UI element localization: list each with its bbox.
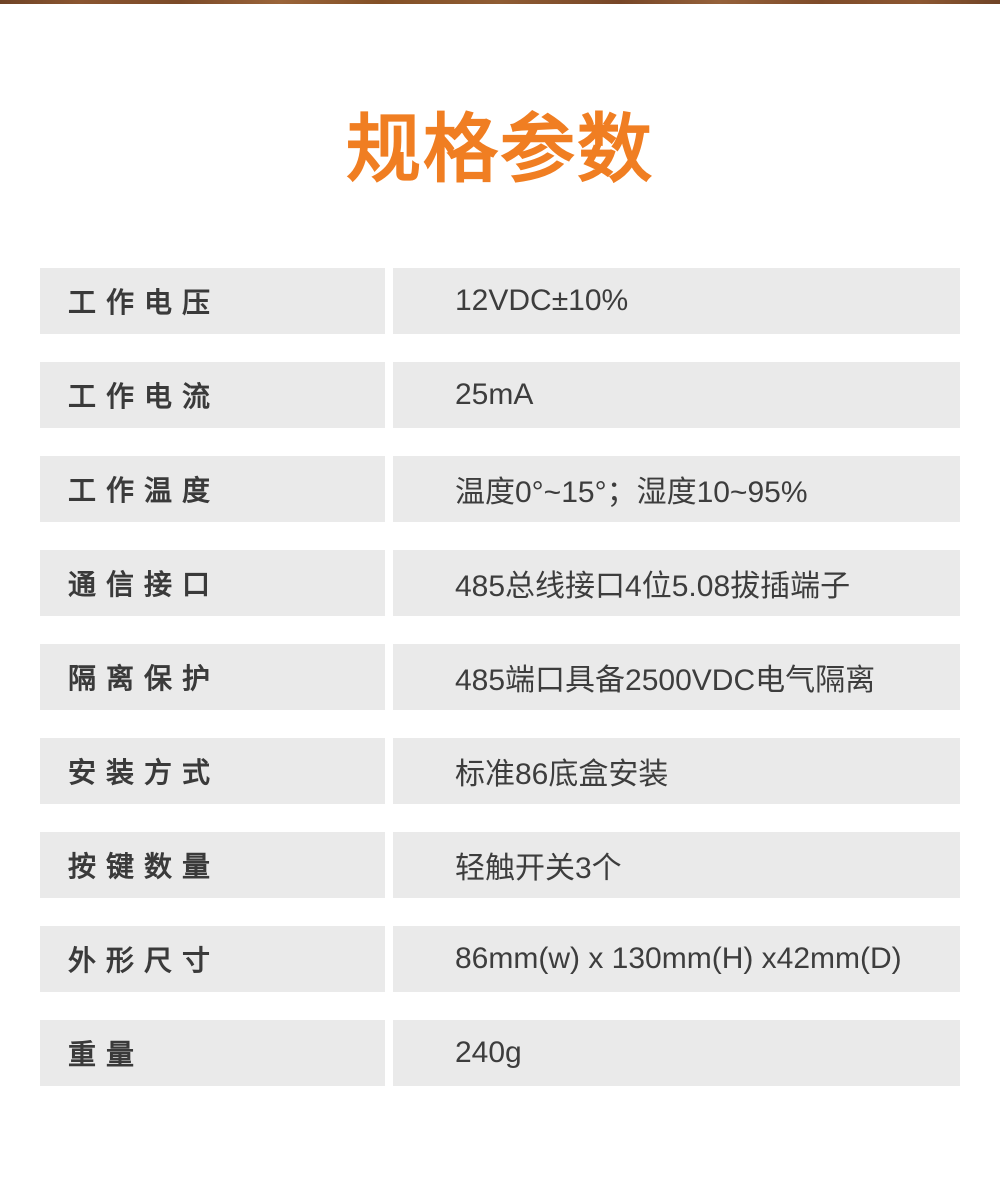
spec-value: 485总线接口4位5.08拔插端子 — [393, 549, 960, 616]
spec-value: 240g — [393, 1019, 960, 1086]
spec-value: 标准86底盒安装 — [393, 737, 960, 804]
spec-value: 86mm(w) x 130mm(H) x42mm(D) — [393, 925, 960, 992]
spec-label: 重量 — [40, 1019, 385, 1086]
spec-row-working-current: 工作电流 25mA — [40, 361, 960, 428]
spec-value: 12VDC±10% — [393, 267, 960, 334]
top-photo-edge-strip — [0, 0, 1000, 4]
spec-row-weight: 重量 240g — [40, 1019, 960, 1086]
spec-row-communication-interface: 通信接口 485总线接口4位5.08拔插端子 — [40, 549, 960, 616]
spec-value: 轻触开关3个 — [393, 831, 960, 898]
spec-row-button-count: 按键数量 轻触开关3个 — [40, 831, 960, 898]
spec-label: 工作温度 — [40, 455, 385, 522]
spec-row-installation-method: 安装方式 标准86底盒安装 — [40, 737, 960, 804]
spec-value: 25mA — [393, 361, 960, 428]
page-title: 规格参数 — [345, 107, 654, 191]
spec-row-dimensions: 外形尺寸 86mm(w) x 130mm(H) x42mm(D) — [40, 925, 960, 992]
spec-label: 通信接口 — [40, 549, 385, 616]
spec-row-isolation-protection: 隔离保护 485端口具备2500VDC电气隔离 — [40, 643, 960, 710]
spec-label: 外形尺寸 — [40, 925, 385, 992]
spec-label: 安装方式 — [40, 737, 385, 804]
spec-table: 工作电压 12VDC±10% 工作电流 25mA 工作温度 温度0°~15°；湿… — [40, 267, 960, 1086]
spec-value: 485端口具备2500VDC电气隔离 — [393, 643, 960, 710]
spec-label: 工作电压 — [40, 267, 385, 334]
spec-row-working-voltage: 工作电压 12VDC±10% — [40, 267, 960, 334]
spec-label: 按键数量 — [40, 831, 385, 898]
spec-value: 温度0°~15°；湿度10~95% — [393, 455, 960, 522]
spec-label: 工作电流 — [40, 361, 385, 428]
spec-row-working-temperature: 工作温度 温度0°~15°；湿度10~95% — [40, 455, 960, 522]
spec-label: 隔离保护 — [40, 643, 385, 710]
